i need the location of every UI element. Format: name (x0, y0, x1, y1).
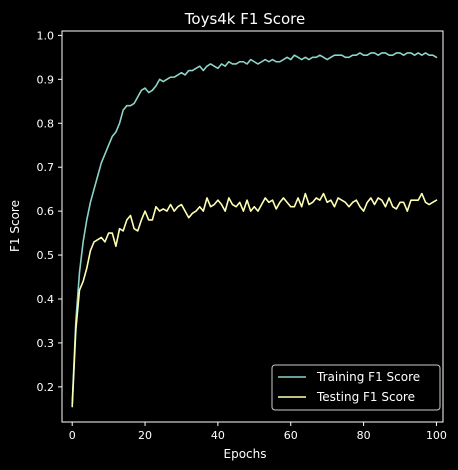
chart-title: Toys4k F1 Score (184, 10, 305, 28)
y-tick-label: 0.6 (37, 205, 55, 218)
x-tick-label: 40 (211, 429, 225, 442)
x-axis-label: Epochs (224, 447, 267, 461)
legend: Training F1 Score Testing F1 Score (271, 364, 441, 411)
y-axis-label: F1 Score (8, 200, 22, 252)
plot-frame (61, 30, 444, 423)
x-tick-label: 0 (69, 429, 76, 442)
x-tick-label: 80 (357, 429, 371, 442)
axes: 0 20 40 60 80 100 0.2 0.3 0.4 0.5 0.6 0.7 0.8 0.9 1.0 (37, 29, 447, 442)
y-tick-label: 0.2 (37, 381, 55, 394)
legend-label-testing: Testing F1 Score (316, 390, 415, 404)
series-lines (71, 52, 438, 408)
y-tick-label: 0.7 (37, 161, 55, 174)
training-f1-line (71, 52, 438, 406)
x-tick-label: 100 (426, 429, 447, 442)
y-tick-label: 0.8 (37, 117, 55, 130)
x-tick-label: 20 (138, 429, 152, 442)
y-tick-label: 0.3 (37, 337, 55, 350)
testing-f1-line (71, 192, 438, 408)
x-tick-label: 60 (284, 429, 298, 442)
y-tick-label: 1.0 (37, 29, 55, 42)
y-tick-label: 0.9 (37, 73, 55, 86)
y-tick-label: 0.4 (37, 293, 55, 306)
legend-label-training: Training F1 Score (316, 370, 420, 384)
y-tick-label: 0.5 (37, 249, 55, 262)
legend-box (271, 364, 441, 411)
